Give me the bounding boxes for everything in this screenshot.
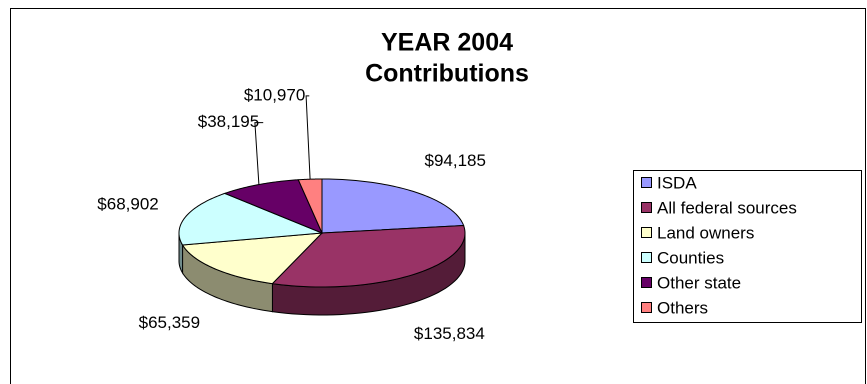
legend-box	[633, 170, 862, 323]
pie-slice	[181, 232, 324, 285]
legend-label: Others	[657, 298, 708, 317]
legend-swatch	[641, 302, 652, 313]
leader-line	[254, 122, 264, 185]
data-label: $38,195	[198, 112, 259, 131]
legend-swatch	[641, 252, 652, 263]
legend-swatch	[641, 202, 652, 213]
legend-label: Other state	[657, 273, 741, 292]
pie-slice	[178, 192, 323, 246]
legend-label: Counties	[657, 248, 724, 267]
pie-slice	[321, 178, 465, 234]
data-label: $94,185	[425, 151, 486, 170]
data-label: $68,902	[97, 195, 158, 214]
legend-label: ISDA	[657, 173, 697, 192]
legend-label: All federal sources	[657, 198, 797, 217]
chart-title: Contributions	[365, 60, 529, 88]
legend-swatch	[641, 177, 652, 188]
legend-swatch	[641, 277, 652, 288]
legend-swatch	[641, 227, 652, 238]
data-label: $65,359	[139, 313, 200, 332]
legend-label: Land owners	[657, 223, 754, 242]
data-label: $10,970	[244, 85, 305, 104]
pie-slice	[297, 178, 323, 234]
leader-line	[305, 95, 311, 180]
chart-title: YEAR 2004	[381, 29, 513, 57]
pie-slice	[271, 224, 466, 288]
data-label: $135,834	[414, 324, 485, 343]
